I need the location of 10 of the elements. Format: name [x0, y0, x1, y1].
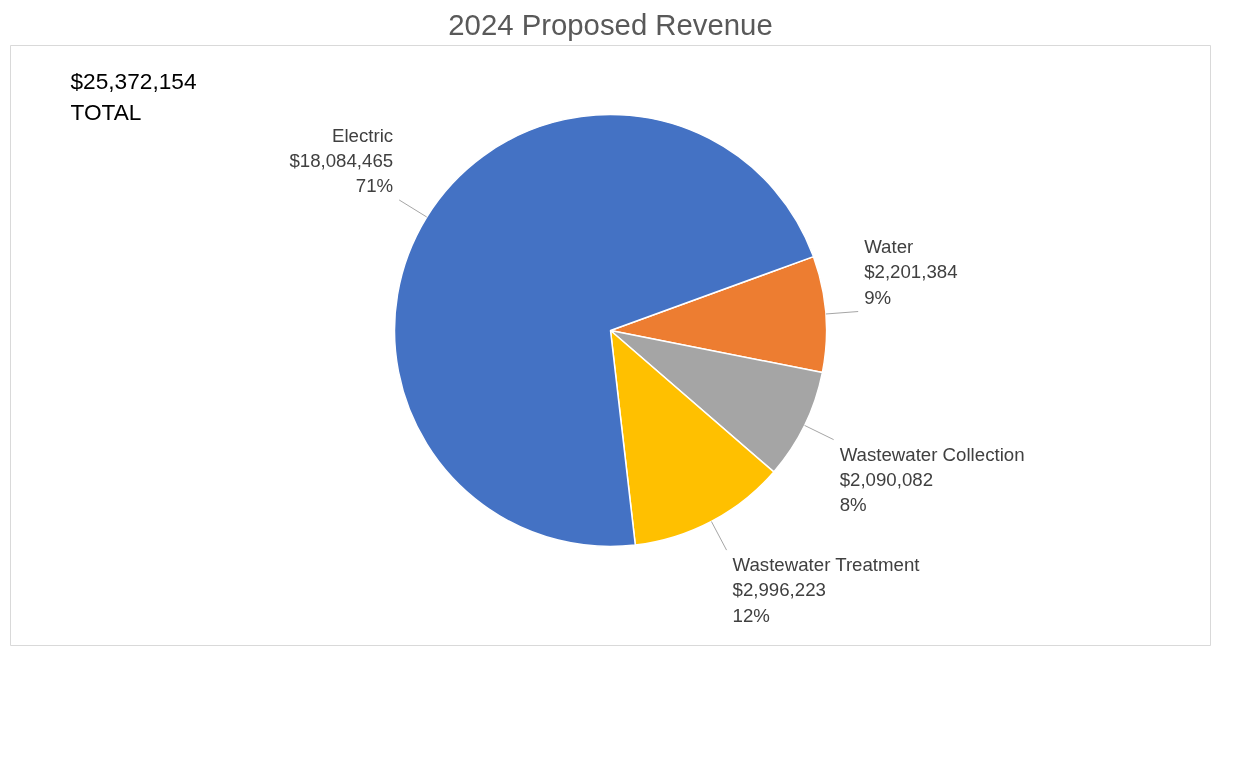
data-label: $2,201,384 9%: [864, 261, 958, 308]
data-label: $18,084,465 71%: [289, 149, 394, 196]
data-label: $2,090,082 8%: [839, 468, 934, 516]
text: $25,372,154 TOTAL: [70, 68, 197, 126]
slice-label: Wastewater Collection: [839, 443, 1025, 465]
slice-label: Electric: [332, 124, 394, 146]
data-label: $2,996,223 12%: [732, 579, 826, 626]
slice-label: Water: [864, 236, 914, 258]
slice-label: Wastewater Treatment: [732, 554, 921, 576]
chart-title: 2024 Proposed Revenue: [448, 7, 773, 41]
